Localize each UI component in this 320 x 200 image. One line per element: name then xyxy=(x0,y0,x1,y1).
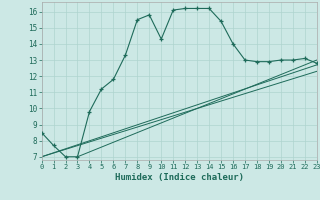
X-axis label: Humidex (Indice chaleur): Humidex (Indice chaleur) xyxy=(115,173,244,182)
